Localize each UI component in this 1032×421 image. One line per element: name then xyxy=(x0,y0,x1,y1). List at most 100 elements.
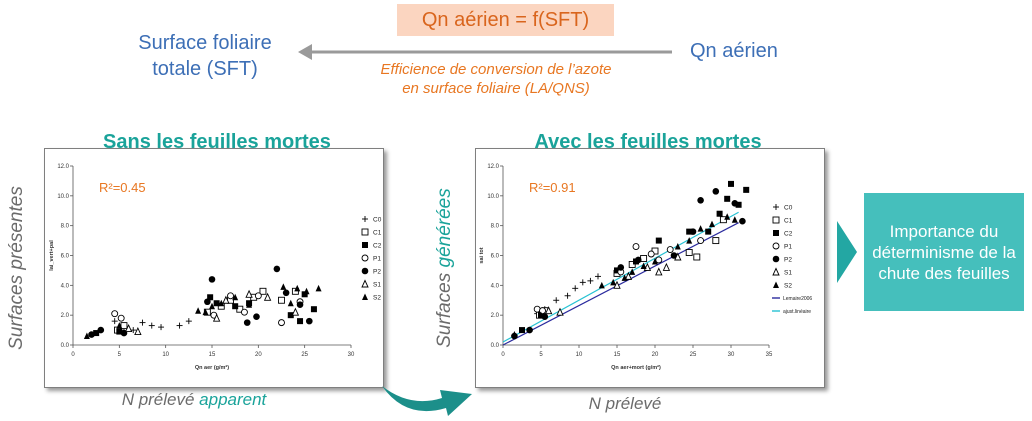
y-tick-label: 6.0 xyxy=(491,254,500,260)
conclusion-text: Importance du déterminisme de la chute d… xyxy=(872,221,1016,283)
data-point-s2 xyxy=(652,257,658,265)
x-tick-label: 25 xyxy=(690,352,697,358)
legend-marker-c0 xyxy=(773,204,779,210)
data-point-p2 xyxy=(204,298,211,306)
y-tick-label: 0.0 xyxy=(61,343,70,349)
x-axis-label: Qn aer+mort (g/m²) xyxy=(611,364,661,371)
x-axis-label: Qn aer (g/m²) xyxy=(195,364,229,371)
data-point-s2 xyxy=(209,302,215,310)
r2-annotation: R²=0.45 xyxy=(99,180,146,195)
y-tick-label: 8.0 xyxy=(491,224,500,230)
legend-label: P2 xyxy=(373,269,381,276)
data-point-c2 xyxy=(519,327,525,334)
data-point-s2 xyxy=(116,322,123,329)
data-point-c0 xyxy=(595,273,601,280)
data-point-c0 xyxy=(572,285,579,292)
y-tick-label: 4.0 xyxy=(491,283,500,289)
data-point-c2 xyxy=(724,195,731,202)
data-point-s2 xyxy=(731,216,738,223)
data-point-s1 xyxy=(556,307,564,316)
equation-banner: Qn aérien = f(SFT) xyxy=(397,4,614,36)
data-point-s1 xyxy=(134,327,142,336)
y-tick-label: 10.0 xyxy=(487,194,499,200)
data-point-s1 xyxy=(655,267,663,276)
data-point-p1 xyxy=(278,319,285,327)
data-point-s1 xyxy=(263,292,272,301)
data-point-c0 xyxy=(148,322,155,329)
x-tick-label: 10 xyxy=(576,352,583,358)
y-axis-label: sai tot xyxy=(479,247,485,263)
data-point-c0 xyxy=(139,319,146,326)
x-tick-label: 15 xyxy=(614,352,621,358)
legend-label: C1 xyxy=(784,218,793,225)
legend-label: C1 xyxy=(373,230,382,237)
r2-annotation: R²=0.91 xyxy=(529,180,576,195)
data-point-c0 xyxy=(185,318,192,325)
x-tick-label: 15 xyxy=(209,352,216,358)
data-point-s2 xyxy=(202,308,209,316)
data-point-s2 xyxy=(294,284,301,292)
data-point-c2 xyxy=(213,300,220,307)
data-point-c2 xyxy=(297,318,304,325)
x-tick-label: 0 xyxy=(501,352,505,358)
data-point-s2 xyxy=(232,293,239,301)
x-tick-label: 5 xyxy=(118,352,122,358)
legend-marker-p1 xyxy=(772,242,780,250)
y-tick-label: 10.0 xyxy=(57,194,69,200)
data-point-p2 xyxy=(88,331,95,338)
data-point-p1 xyxy=(697,237,705,245)
x-tick-label: 30 xyxy=(728,352,735,358)
data-point-c2 xyxy=(614,267,620,274)
data-point-p1 xyxy=(227,292,234,300)
data-point-s2 xyxy=(640,262,647,269)
x-tick-label: 0 xyxy=(71,352,75,358)
data-point-c1 xyxy=(278,296,285,304)
data-point-c2 xyxy=(728,180,734,187)
legend-label: C2 xyxy=(373,243,382,250)
legend-marker-p1 xyxy=(361,254,369,262)
right-side-label-prefix: Surfaces xyxy=(434,267,455,348)
qn-aerien-label: Qn aérien xyxy=(690,40,778,62)
data-point-c0 xyxy=(176,322,183,329)
left-scatter-plot: 0 5 10 15 20 25 30 0.0 2.0 4.0 6.0 8.0 10.0 12.0 Qn ae… xyxy=(44,148,384,388)
data-point-p1 xyxy=(647,250,655,258)
data-point-s2 xyxy=(724,213,731,220)
legend-label: S2 xyxy=(373,295,381,302)
legend-label: P1 xyxy=(373,256,381,263)
left-below-label-highlight: apparent xyxy=(199,390,267,409)
data-point-s1 xyxy=(624,271,633,280)
data-point-p2 xyxy=(306,317,313,325)
data-point-p2 xyxy=(541,313,549,320)
left-side-label: Surfaces présentes xyxy=(6,186,27,350)
right-below-label: N prélevé xyxy=(588,394,662,413)
legend-marker-c1 xyxy=(361,228,369,236)
data-point-c2 xyxy=(686,228,693,235)
data-point-p2 xyxy=(253,313,260,320)
y-tick-label: 4.0 xyxy=(61,283,70,289)
data-point-p2 xyxy=(243,319,251,326)
legend-label: P2 xyxy=(784,257,792,264)
data-point-p2 xyxy=(296,301,304,309)
data-point-c0 xyxy=(564,292,571,299)
chevron-right-icon xyxy=(837,221,857,283)
data-point-p1 xyxy=(240,308,248,316)
y-tick-label: 6.0 xyxy=(61,254,70,260)
y-axis-label: lai_vert+pal xyxy=(49,240,55,271)
data-point-s2 xyxy=(598,281,605,289)
data-point-c0 xyxy=(111,318,118,325)
y-tick-label: 2.0 xyxy=(61,313,70,319)
regression-line xyxy=(502,211,739,343)
legend-label: S2 xyxy=(784,283,792,290)
legend-label: S1 xyxy=(373,282,381,289)
data-point-c2 xyxy=(735,201,742,208)
legend-marker-c0 xyxy=(362,216,368,222)
data-point-s2 xyxy=(195,307,202,314)
data-point-c1 xyxy=(120,322,128,330)
y-tick-label: 12.0 xyxy=(487,164,499,170)
data-point-c0 xyxy=(579,279,586,286)
legend-marker-p2 xyxy=(772,255,780,263)
data-point-c2 xyxy=(310,306,317,313)
data-point-s2 xyxy=(709,220,715,228)
data-point-c2 xyxy=(716,210,723,217)
data-point-s2 xyxy=(511,331,518,338)
